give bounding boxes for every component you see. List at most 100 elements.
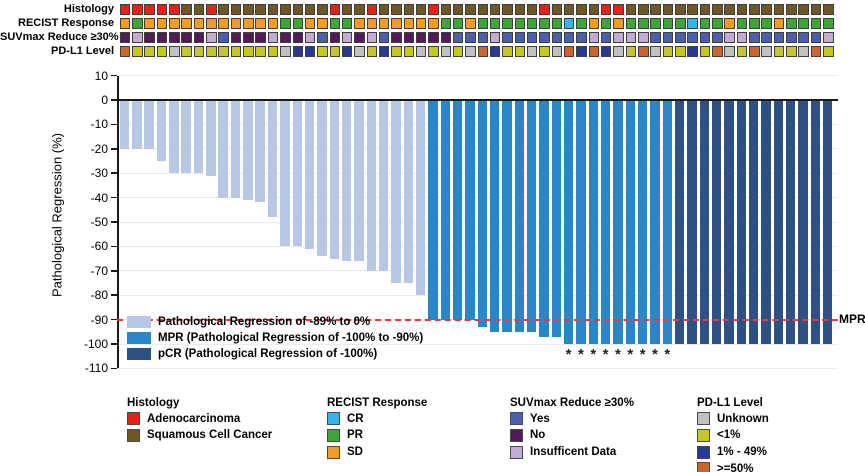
regression-bar [156, 101, 167, 161]
track-cell [773, 4, 785, 16]
track-cell [181, 46, 193, 58]
track-cell [761, 4, 772, 16]
track-cell [822, 4, 834, 16]
track-cell [304, 4, 316, 16]
y-axis-tick [111, 245, 117, 248]
legend-swatch [697, 462, 710, 472]
track-cell [588, 32, 600, 44]
track-cell [637, 32, 649, 44]
y-axis-tick [111, 318, 117, 321]
track-cell [193, 4, 205, 16]
track-cell [674, 46, 686, 58]
track-cell [329, 18, 341, 30]
regression-bar [255, 101, 265, 203]
plot-legend-item: MPR (Pathological Regression of -100% to… [158, 332, 424, 344]
track-cell [341, 18, 353, 30]
track-cell [637, 18, 649, 30]
track-cell [526, 46, 538, 58]
regression-bar [502, 101, 512, 332]
track-cell [391, 32, 402, 44]
track-cell [798, 4, 809, 16]
legend-swatch [127, 412, 140, 425]
track-cell [539, 4, 550, 16]
track-cell [415, 4, 427, 16]
track-cell [785, 46, 797, 58]
track-cell [489, 46, 501, 58]
track-cell [292, 32, 304, 44]
track-cell [193, 46, 205, 58]
track-cell [785, 18, 797, 30]
track-cell [341, 4, 353, 16]
y-tick-label: -10 [90, 117, 108, 132]
track-label: RECIST Response [18, 17, 114, 29]
track-cell [613, 18, 624, 30]
legend-swatch [510, 445, 523, 459]
regression-bar [391, 101, 401, 283]
grid-line [117, 75, 838, 77]
track-cell [317, 4, 328, 16]
track-cell [255, 4, 267, 16]
regression-bar [193, 101, 204, 174]
track-cell [267, 18, 279, 30]
track-cell [699, 32, 711, 44]
track-cell [366, 4, 378, 16]
track-cell [181, 4, 193, 16]
regression-bar [539, 101, 549, 337]
track-cell [600, 46, 612, 58]
track-cell [637, 4, 649, 16]
track-cell [280, 32, 291, 44]
track-cell [378, 46, 390, 58]
plot-legend-item: pCR (Pathological Regression of -100%) [158, 348, 378, 360]
track-cell [724, 32, 735, 44]
regression-bar [588, 101, 598, 344]
track-cell [403, 4, 415, 16]
regression-bar [378, 101, 389, 271]
track-cell [452, 4, 464, 16]
track-cell [354, 46, 365, 58]
track-cell [613, 4, 624, 16]
grid-line [117, 245, 838, 247]
regression-bar [625, 101, 635, 344]
track-cell [551, 32, 563, 44]
track-cell [452, 46, 464, 58]
track-cell [292, 46, 304, 58]
track-cell [156, 32, 168, 44]
track-cell [588, 46, 600, 58]
y-tick-label: -40 [90, 190, 108, 205]
track-cell [378, 18, 390, 30]
regression-bar [440, 101, 450, 320]
track-cell [711, 4, 723, 16]
regression-bar [785, 101, 796, 344]
grid-line [117, 148, 838, 150]
track-cell [452, 18, 464, 30]
regression-bar [243, 101, 253, 201]
track-cell [822, 46, 834, 58]
track-cell [600, 32, 612, 44]
track-cell [736, 4, 748, 16]
grid-line [117, 294, 838, 296]
y-tick-label: -20 [90, 141, 108, 156]
track-cell [156, 4, 168, 16]
y-axis-tick [111, 196, 117, 199]
asterisk-marker: * [627, 346, 634, 363]
asterisk-marker: * [652, 346, 658, 363]
track-cell [255, 46, 267, 58]
track-cell [502, 18, 513, 30]
track-cell [144, 46, 156, 58]
track-cell [181, 18, 193, 30]
track-cell [169, 32, 180, 44]
track-cell [428, 46, 439, 58]
regression-bar [711, 101, 722, 344]
track-cell [144, 18, 156, 30]
track-cell [477, 32, 489, 44]
legend-swatch [327, 445, 340, 459]
track-cell [440, 18, 452, 30]
track-cell [711, 46, 723, 58]
track-cell [206, 18, 217, 30]
track-cell [428, 32, 439, 44]
legend-item-label: 1% - 49% [717, 446, 767, 459]
track-cell [588, 4, 600, 16]
grid-line [117, 172, 838, 174]
track-cell [255, 32, 267, 44]
track-cell [304, 46, 316, 58]
